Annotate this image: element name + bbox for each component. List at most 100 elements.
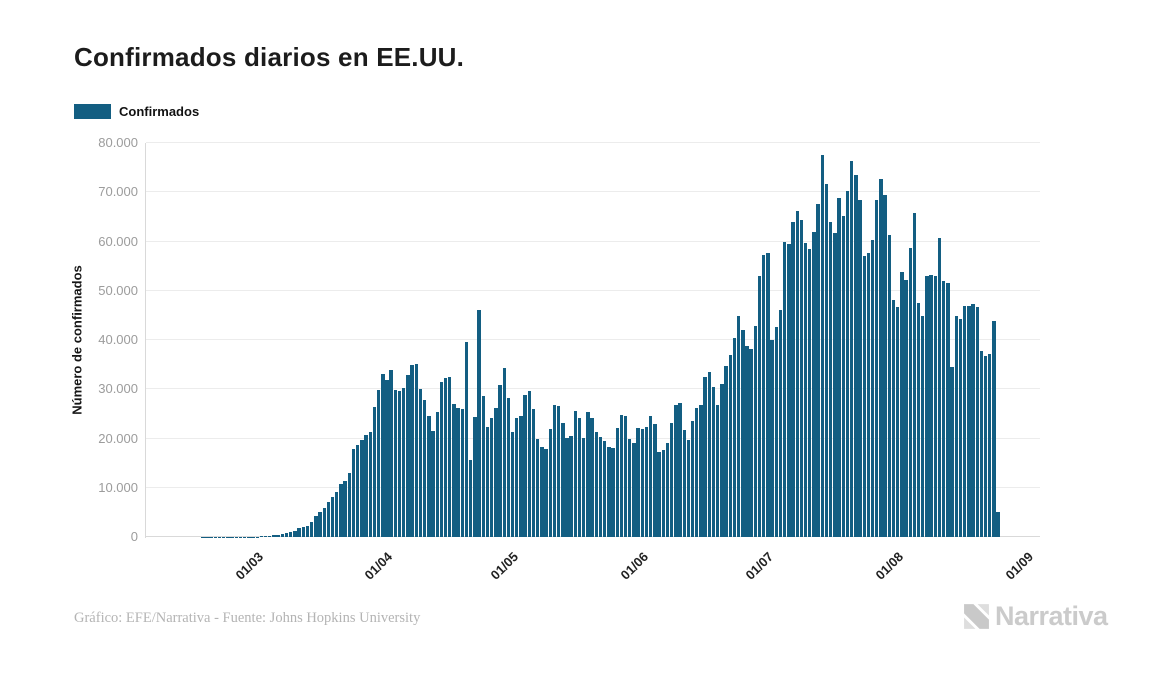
bar (619, 414, 624, 537)
bar (996, 511, 1000, 537)
bar (452, 403, 456, 537)
bar (908, 247, 912, 537)
bar (268, 535, 272, 537)
bar (573, 411, 578, 537)
legend-label: Confirmados (119, 103, 200, 119)
bar (515, 417, 519, 537)
bar (305, 525, 310, 537)
bar (875, 199, 879, 537)
bar (615, 427, 619, 537)
gridline (146, 289, 1040, 291)
bar (649, 415, 653, 537)
bar (770, 340, 774, 537)
bar (284, 533, 289, 537)
bar (590, 417, 594, 537)
y-tick-label: 20.000 (98, 430, 138, 446)
bar (477, 310, 481, 537)
bar (460, 409, 465, 537)
y-tick-label: 40.000 (98, 332, 138, 347)
bar (364, 435, 368, 537)
bar (561, 422, 565, 537)
bar (795, 211, 799, 537)
bar (942, 281, 946, 537)
bar (895, 306, 900, 537)
bar (410, 365, 414, 537)
bar (330, 497, 335, 537)
bar (502, 368, 506, 537)
bar (640, 428, 645, 537)
bar (535, 439, 540, 537)
bar (787, 243, 791, 537)
bar (506, 398, 511, 537)
bar (381, 373, 385, 537)
bar (728, 355, 732, 537)
bar (824, 184, 829, 537)
gridline (146, 240, 1040, 242)
bar (674, 405, 678, 537)
legend: Confirmados (74, 103, 199, 119)
bar (548, 429, 552, 537)
bar (657, 451, 661, 537)
bar (715, 405, 720, 537)
bar (724, 366, 728, 537)
bar (791, 222, 795, 537)
bar (971, 303, 975, 537)
bar (565, 437, 569, 537)
bar (347, 472, 352, 537)
bar (556, 406, 561, 537)
bar (611, 447, 615, 537)
y-tick-label: 0 (130, 529, 138, 544)
bar (473, 417, 477, 537)
bar (531, 409, 536, 537)
bar (397, 391, 402, 537)
bar (422, 400, 427, 537)
bar (749, 348, 753, 537)
bar (921, 316, 925, 537)
bar (866, 252, 871, 537)
bar (393, 389, 398, 537)
x-tick-label: 01/06 (617, 549, 651, 583)
bar (318, 511, 322, 537)
bar (406, 374, 410, 537)
bar (402, 388, 406, 537)
x-tick-label: 01/04 (361, 549, 396, 583)
plot-area (146, 142, 1040, 537)
bar (925, 276, 929, 537)
bar (916, 303, 921, 537)
bar (385, 379, 389, 537)
bar (598, 436, 603, 537)
bar (544, 448, 548, 537)
bar (799, 219, 804, 537)
bar (686, 439, 691, 537)
bar (594, 431, 598, 537)
legend-swatch-confirmados (74, 103, 111, 119)
bar (577, 417, 582, 537)
bar (954, 315, 958, 537)
bar (833, 233, 837, 537)
bar (607, 446, 611, 537)
bar (757, 276, 762, 537)
bar (950, 366, 954, 537)
bar (569, 436, 573, 537)
bar (289, 532, 293, 537)
bar (644, 426, 649, 537)
y-tick-label: 30.000 (98, 381, 138, 397)
bar (498, 384, 502, 537)
bar (523, 394, 527, 537)
bar (900, 271, 904, 537)
bar (962, 305, 967, 537)
bar (376, 389, 381, 537)
bar (632, 442, 636, 537)
bar (443, 378, 448, 537)
bar (489, 418, 494, 537)
bar (720, 384, 724, 537)
bar (276, 534, 280, 537)
gridline (146, 142, 1040, 143)
gridline (146, 388, 1040, 390)
bar (653, 423, 657, 537)
bar (820, 155, 825, 537)
bar (540, 447, 544, 537)
bar (975, 307, 979, 537)
bar (774, 326, 778, 537)
